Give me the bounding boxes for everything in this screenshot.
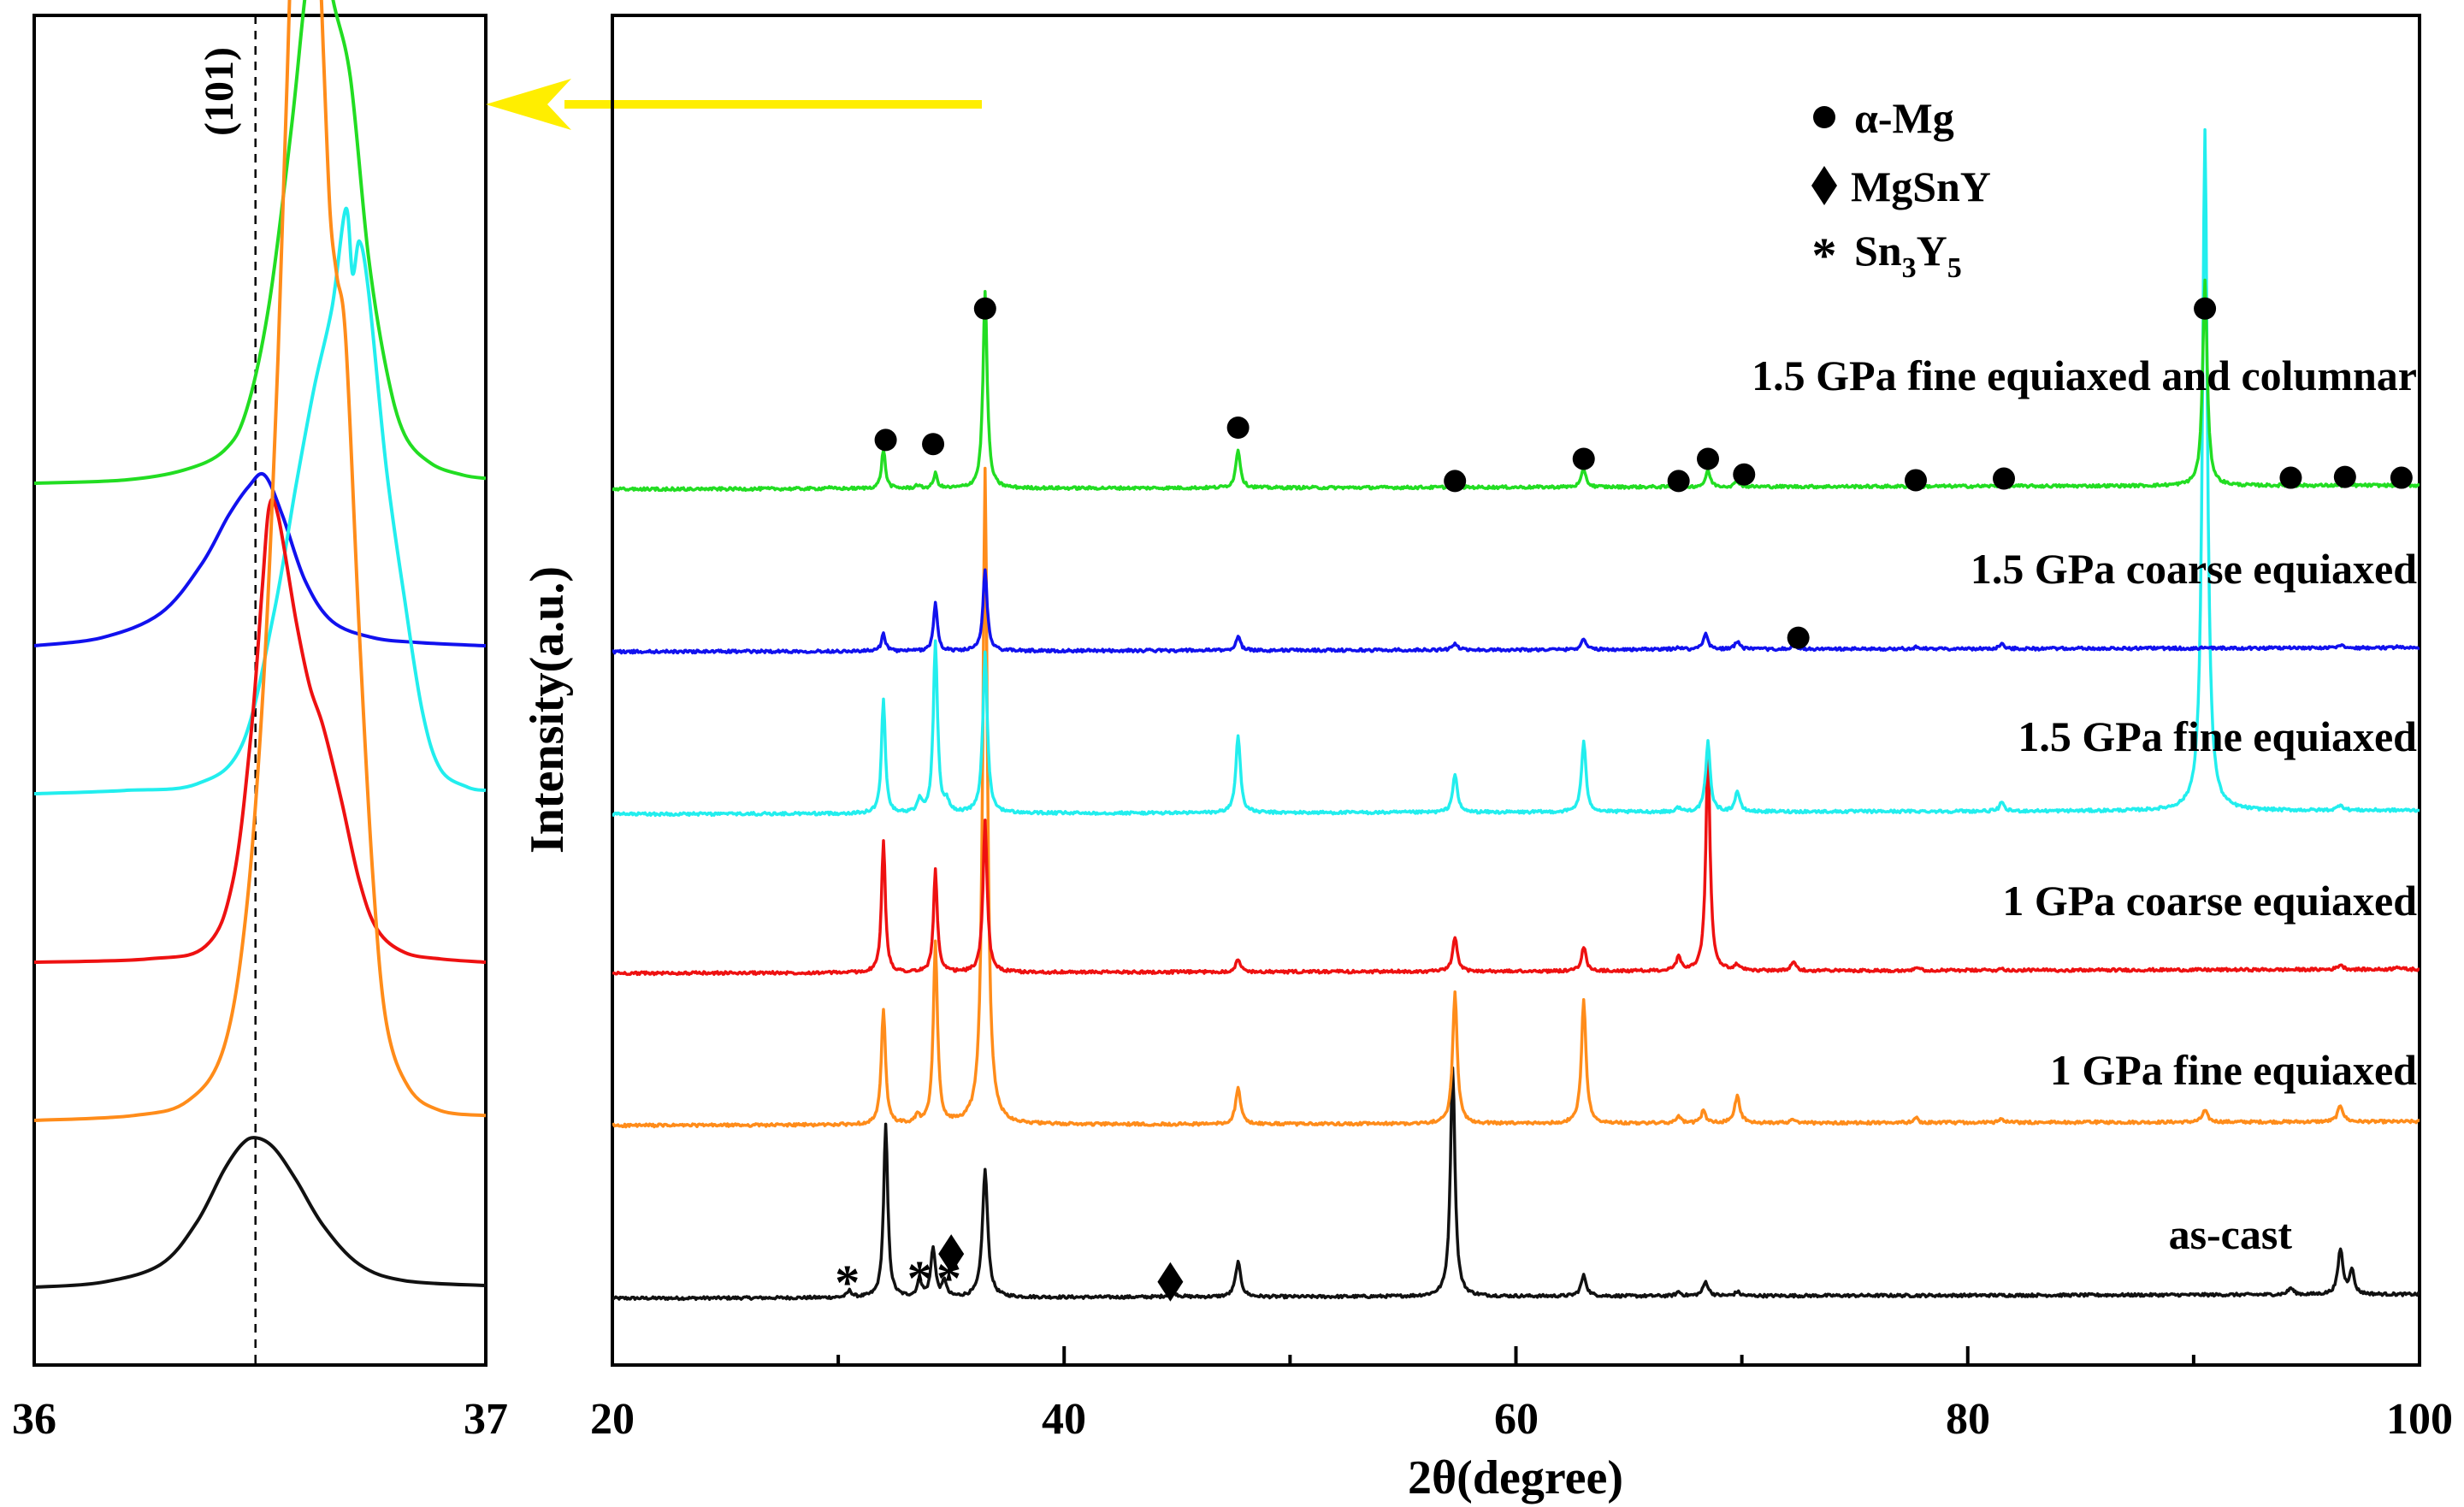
main-series-as-cast (612, 1066, 2420, 1302)
inset-tick-label-36: 36 (12, 1395, 56, 1444)
inset-series-1-5-gpa-coarse-equiaxed (33, 472, 487, 647)
inset-series-1-5-gpa-fine-equiaxed (33, 206, 487, 795)
main-tick-label-80: 80 (1946, 1395, 1990, 1444)
alpha-mg-marker (1905, 469, 1928, 492)
main-panel: 20 40 60 80 100 2θ(degree) Intensity(a.u… (521, 14, 2453, 1504)
main-series-1-gpa-fine-equiaxed (612, 466, 2420, 1129)
legend-marker-diamond (1811, 166, 1837, 205)
legend-label-sn3y5: Sn3Y5 (1854, 227, 1962, 284)
legend-marker-circle (1813, 106, 1835, 128)
arrow-head (486, 79, 571, 130)
sn3y5-marker: * (907, 1250, 932, 1306)
main-series-group (612, 127, 2420, 1302)
alpha-mg-marker (1572, 447, 1595, 470)
alpha-mg-marker (2279, 466, 2302, 489)
legend: α-Mg MgSnY * Sn3Y5 (1811, 94, 1991, 284)
mgsny-marker (1157, 1262, 1184, 1302)
main-series-1-gpa-coarse-equiaxed (612, 748, 2420, 977)
alpha-mg-marker (2194, 297, 2217, 320)
sample-label-1gpa-fine: 1 GPa fine equiaxed (2050, 1046, 2417, 1094)
inset-series-group (33, 0, 487, 1289)
alpha-mg-marker (922, 433, 945, 456)
alpha-mg-marker (874, 428, 897, 452)
inset-series-1-5-gpa-fine-equiaxed-and-columnar (33, 0, 487, 485)
alpha-mg-marker (1226, 417, 1250, 439)
legend-sub-5: 5 (1947, 252, 1962, 284)
alpha-mg-marker (1697, 447, 1720, 470)
y-axis-title: Intensity(a.u.) (521, 566, 574, 854)
inset-tick-label-37: 37 (464, 1395, 508, 1444)
x-axis-title: 2θ(degree) (1408, 1451, 1623, 1504)
inset-panel: (101) 36 37 (12, 0, 508, 1444)
inset-reference-label: (101) (197, 47, 242, 136)
inset-series-1-gpa-fine-equiaxed (33, 0, 487, 1122)
yellow-arrow (486, 79, 982, 130)
legend-sub-3: 3 (1902, 252, 1917, 284)
legend-marker-star: * (1812, 228, 1837, 283)
alpha-mg-marker (1993, 467, 2016, 490)
sample-label-15gpa-coarse: 1.5 GPa coarse equiaxed (1971, 545, 2417, 593)
legend-label-alpha-mg: α-Mg (1854, 94, 1954, 142)
main-tick-label-20: 20 (590, 1395, 635, 1444)
sample-label-15gpa-fine-columnar: 1.5 GPa fine equiaxed and columnar (1752, 352, 2417, 399)
main-tick-labels: 20 40 60 80 100 (590, 1395, 2453, 1444)
mgsny-marker (938, 1234, 965, 1274)
alpha-mg-marker (1444, 470, 1467, 493)
inset-series-as-cast (33, 1136, 487, 1289)
main-series-1-5-gpa-fine-equiaxed-and-columnar (612, 278, 2420, 493)
sample-label-as-cast: as-cast (2169, 1210, 2293, 1258)
sample-label-1gpa-coarse: 1 GPa coarse equiaxed (2002, 877, 2417, 925)
sample-label-15gpa-fine: 1.5 GPa fine equiaxed (2018, 712, 2417, 760)
main-tick-label-100: 100 (2386, 1395, 2453, 1444)
main-series-1-5-gpa-coarse-equiaxed (612, 568, 2420, 655)
legend-sn: Sn (1854, 227, 1902, 275)
alpha-mg-marker (973, 297, 996, 320)
inset-ticks (32, 1350, 487, 1365)
legend-y: Y (1917, 227, 1947, 275)
sn3y5-marker: * (937, 1250, 961, 1306)
alpha-mg-marker (2333, 465, 2356, 488)
phase-markers: * * * (835, 297, 2413, 1310)
main-tick-label-40: 40 (1042, 1395, 1086, 1444)
main-series-1-5-gpa-fine-equiaxed (612, 127, 2420, 818)
legend-label-mgsny: MgSnY (1851, 163, 1991, 210)
main-tick-label-60: 60 (1494, 1395, 1539, 1444)
inset-plot-frame (32, 14, 487, 1367)
sn3y5-marker: * (835, 1255, 860, 1310)
alpha-mg-marker (1667, 470, 1690, 493)
alpha-mg-marker (1787, 626, 1810, 649)
alpha-mg-marker (1733, 463, 1756, 486)
alpha-mg-marker (2390, 466, 2413, 489)
main-ticks (611, 1346, 2421, 1365)
